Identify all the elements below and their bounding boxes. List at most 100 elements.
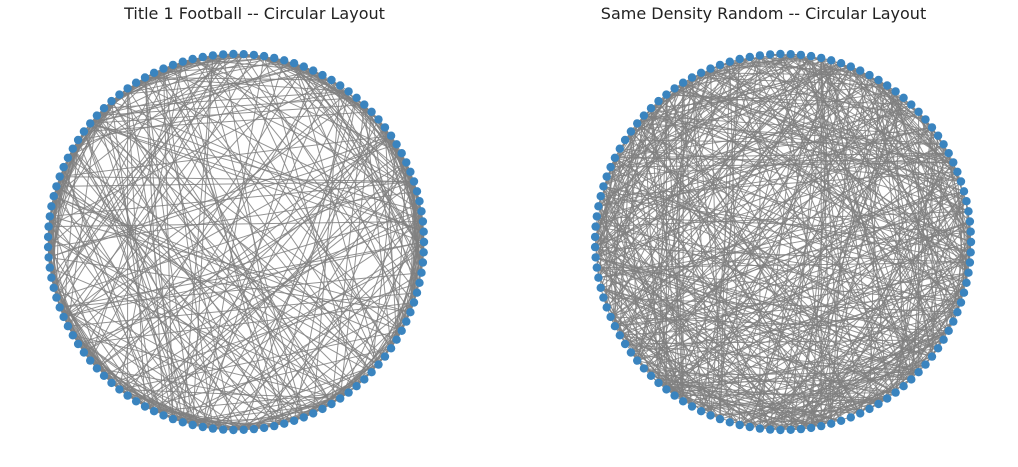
graph-edge: [595, 79, 879, 258]
graph-edge: [331, 79, 422, 273]
graph-edge: [135, 400, 244, 431]
graph-edge: [118, 94, 341, 399]
graph-node: [944, 326, 953, 335]
graph-node: [229, 425, 238, 435]
graph-edge: [243, 53, 411, 313]
graph-node: [115, 385, 124, 394]
graph-edge: [55, 186, 164, 416]
graph-edge: [650, 375, 842, 422]
graph-edge: [614, 157, 954, 163]
graph-node: [927, 123, 937, 132]
graph-node: [99, 104, 109, 113]
graph-edge: [948, 221, 971, 331]
graph-node: [883, 394, 892, 403]
graph-edge: [598, 277, 919, 373]
graph-edge: [182, 55, 214, 423]
graph-node: [327, 399, 336, 409]
graph-node: [115, 90, 124, 99]
graph-edge: [163, 68, 305, 418]
graph-node: [755, 51, 765, 60]
graph-edge: [212, 127, 386, 429]
graph-node: [817, 421, 826, 431]
graph-node: [796, 50, 806, 60]
graph-edge: [63, 166, 164, 416]
graph-node: [959, 288, 969, 297]
graph-node: [696, 68, 706, 78]
graph-node: [827, 419, 836, 428]
graph-edge: [409, 181, 415, 313]
graph-node: [962, 278, 971, 287]
graph-node: [249, 424, 259, 434]
graph-edge: [600, 90, 896, 197]
graph-node: [670, 391, 679, 400]
graph-edge: [966, 201, 972, 232]
graph-node: [687, 73, 697, 82]
graph-panel-football: Title 1 Football -- Circular Layout: [43, 4, 429, 435]
graph-edge: [172, 302, 415, 420]
graph-edge: [810, 97, 905, 429]
graph-node: [874, 75, 883, 85]
graph-node: [417, 268, 426, 277]
graph-edge: [820, 57, 905, 387]
graph-edge: [666, 364, 926, 390]
graph-edge: [810, 79, 879, 428]
graph-node: [899, 382, 908, 391]
graph-node: [45, 263, 54, 272]
graph-node: [836, 59, 846, 68]
graph-node: [418, 217, 428, 226]
graph-node: [249, 50, 259, 60]
graph-edge: [840, 62, 933, 128]
graph-edge: [630, 131, 771, 430]
graph-node: [606, 162, 615, 172]
graph-node: [590, 242, 600, 252]
panel-title-random: Same Density Random -- Circular Layout: [600, 4, 927, 23]
graph-edge: [90, 122, 422, 212]
graph-edge: [710, 68, 912, 380]
graph-edge: [598, 126, 933, 207]
graph-node: [140, 402, 150, 411]
graph-node: [123, 391, 132, 400]
graph-edge: [710, 398, 888, 416]
graph-node: [79, 127, 89, 136]
graph-edge: [594, 236, 896, 394]
graph-node: [806, 423, 816, 433]
graph-edge: [103, 90, 349, 109]
graph-node: [352, 382, 361, 391]
graph-node: [63, 153, 73, 162]
graph-node: [259, 423, 269, 433]
graph-node: [725, 418, 734, 427]
graph-node: [43, 232, 53, 242]
graph-edge: [850, 66, 969, 273]
graph-node: [654, 378, 663, 388]
graph-edge: [67, 157, 379, 366]
graph-node: [965, 217, 975, 226]
graph-edge: [596, 267, 879, 405]
graph-panel-random: Same Density Random -- Circular Layout: [509, 0, 1018, 467]
graph-edge: [127, 54, 214, 89]
graph-node: [662, 90, 671, 99]
graph-node: [856, 66, 865, 75]
graph-edge: [683, 400, 822, 427]
graph-node: [360, 375, 369, 384]
graph-node: [63, 322, 73, 331]
graph-edge: [53, 195, 397, 341]
graph-edge: [72, 68, 164, 150]
graph-edge: [674, 392, 896, 397]
graph-node: [715, 414, 725, 424]
graph-node: [374, 360, 383, 369]
graph-edge: [331, 79, 397, 145]
graph-node: [299, 62, 308, 71]
graph-edge: [253, 54, 418, 192]
graph-node: [86, 356, 95, 365]
graph-node: [883, 81, 892, 90]
edges-group: [594, 53, 972, 431]
graph-node: [336, 81, 345, 90]
graph-node: [140, 73, 150, 82]
graph-node: [419, 237, 429, 247]
graph-node: [827, 56, 836, 65]
graph-node: [646, 371, 656, 380]
graph-edge: [895, 91, 905, 387]
graph-edge: [600, 287, 802, 430]
graph-edge: [710, 58, 740, 70]
graph-edge: [144, 406, 265, 429]
